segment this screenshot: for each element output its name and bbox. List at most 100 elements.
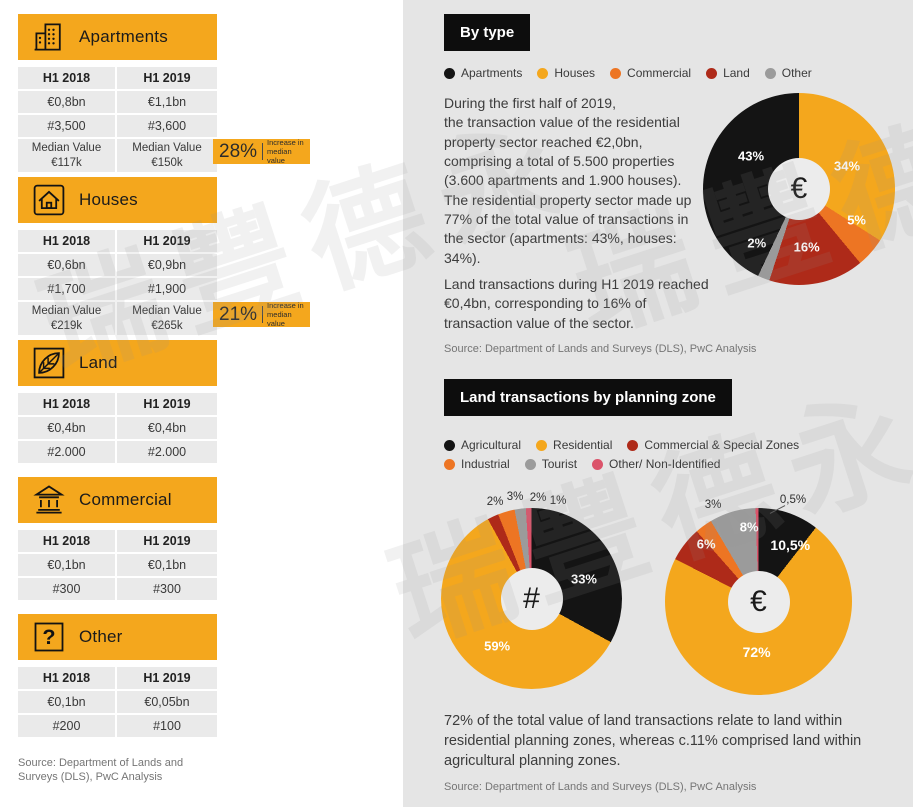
slice-label-outside: 3% xyxy=(506,491,524,503)
section-title: Land xyxy=(79,353,118,372)
by-type-header: By type xyxy=(444,14,531,51)
legend-dot xyxy=(444,458,455,470)
legend-dot xyxy=(706,67,718,79)
svg-text:?: ? xyxy=(42,624,55,649)
houses-icon xyxy=(31,182,67,218)
slice-label: 43% xyxy=(737,148,765,164)
apartments-table: H1 2018 H1 2019 €0,8bn €1,1bn #3,500 #3,… xyxy=(18,67,217,172)
legend-item: Industrial xyxy=(444,457,510,471)
slice-label-outside: 2% xyxy=(529,492,547,504)
donut-center-euro-symbol: € xyxy=(727,570,790,633)
by-type-legend: Apartments Houses Commercial Land Other xyxy=(444,66,827,80)
badge-label: Increase in median value xyxy=(267,139,304,164)
legend-dot xyxy=(627,439,639,451)
right-panel: By type Apartments Houses Commercial Lan… xyxy=(403,0,913,807)
land-table: H1 2018 H1 2019 €0,4bn €0,4bn #2.000 #2.… xyxy=(18,393,217,463)
donut-center-number-symbol: # xyxy=(500,567,563,630)
section-header-houses: Houses xyxy=(18,177,217,223)
legend-dot xyxy=(444,67,455,79)
col-header: H1 2019 xyxy=(117,67,217,89)
table-cell: #200 xyxy=(18,715,115,737)
legend-item: Tourist xyxy=(524,457,577,471)
slice-label: 16% xyxy=(793,239,820,255)
slice-label-outside: 0,5% xyxy=(779,494,807,506)
slice-label: 6% xyxy=(696,536,716,552)
legend-dot xyxy=(764,67,776,79)
col-header: H1 2018 xyxy=(18,230,115,252)
slice-label: 5% xyxy=(847,212,866,228)
table-cell: #100 xyxy=(117,715,217,737)
legend-dot xyxy=(444,439,455,451)
slice-label-outside: 1% xyxy=(549,495,567,507)
planning-legend-row2: Industrial Tourist Other/ Non-Identified xyxy=(444,457,735,471)
section-header-apartments: Apartments xyxy=(18,14,217,60)
donut-center-euro-symbol: € xyxy=(768,158,830,220)
legend-item: Houses xyxy=(537,66,595,80)
legend-item: Commercial xyxy=(610,66,691,80)
legend-item: Other/ Non-Identified xyxy=(592,457,720,471)
legend-item: Apartments xyxy=(444,66,522,80)
badge-label: Increase in median value xyxy=(267,302,304,327)
section-header-commercial: Commercial xyxy=(18,477,217,523)
section-title: Commercial xyxy=(79,490,172,509)
section-commercial: Commercial H1 2018 H1 2019 €0,1bn €0,1bn… xyxy=(18,477,217,600)
table-cell: #300 xyxy=(117,578,217,600)
commercial-table: H1 2018 H1 2019 €0,1bn €0,1bn #300 #300 xyxy=(18,530,217,600)
section-other: ? Other H1 2018 H1 2019 €0,1bn €0,05bn #… xyxy=(18,614,217,737)
legend-dot xyxy=(537,67,549,79)
table-cell: #2.000 xyxy=(117,441,217,463)
source-note: Source: Department of Lands and Surveys … xyxy=(444,781,757,793)
table-cell: €0,1bn xyxy=(18,554,115,576)
table-cell: #2.000 xyxy=(18,441,115,463)
land-paragraph: Land transactions during H1 2019 reached… xyxy=(444,276,709,331)
table-cell: €0,8bn xyxy=(18,91,115,113)
slice-label-outside: 2% xyxy=(486,496,504,508)
badge-divider xyxy=(262,143,264,160)
table-cell: #3,500 xyxy=(18,115,115,137)
col-header: H1 2018 xyxy=(18,530,115,552)
section-title: Houses xyxy=(79,190,138,209)
legend-item: Other xyxy=(764,66,812,80)
col-header: H1 2019 xyxy=(117,530,217,552)
badge-percent: 28% xyxy=(219,140,258,162)
planning-zone-number-donut-chart: 33% 59% # xyxy=(441,508,622,689)
slice-label: 72% xyxy=(742,643,771,660)
badge-percent: 21% xyxy=(219,303,258,325)
section-title: Other xyxy=(79,627,123,646)
section-land: Land H1 2018 H1 2019 €0,4bn €0,4bn #2.00… xyxy=(18,340,217,463)
increase-badge: 21% Increase in median value xyxy=(213,302,310,327)
col-header: H1 2019 xyxy=(117,393,217,415)
slice-label: 34% xyxy=(833,158,861,174)
col-header: H1 2018 xyxy=(18,67,115,89)
median-cell: Median Value €117k xyxy=(18,139,115,172)
left-column: Apartments H1 2018 H1 2019 €0,8bn €1,1bn… xyxy=(18,14,328,785)
col-header: H1 2018 xyxy=(18,393,115,415)
commercial-bank-icon xyxy=(31,482,67,518)
table-cell: €0,1bn xyxy=(117,554,217,576)
table-cell: #1,700 xyxy=(18,278,115,300)
legend-dot xyxy=(592,458,604,470)
median-cell: Median Value €265k xyxy=(117,302,217,335)
land-leaf-icon xyxy=(31,345,67,381)
slice-label: 59% xyxy=(484,638,511,654)
col-header: H1 2019 xyxy=(117,667,217,689)
slice-label: 10,5% xyxy=(770,537,811,554)
section-apartments: Apartments H1 2018 H1 2019 €0,8bn €1,1bn… xyxy=(18,14,310,172)
slice-label-outside: 3% xyxy=(704,499,722,511)
by-type-donut-chart: 34% 5% 16% 2% 43% € xyxy=(703,93,895,285)
legend-dot xyxy=(610,67,622,79)
section-title: Apartments xyxy=(79,27,168,46)
increase-badge: 28% Increase in median value xyxy=(213,139,310,164)
legend-item: Residential xyxy=(536,438,612,452)
slice-label: 33% xyxy=(570,571,597,587)
section-header-other: ? Other xyxy=(18,614,217,660)
slice-label: 2% xyxy=(747,235,767,251)
legend-item: Commercial & Special Zones xyxy=(627,438,799,452)
col-header: H1 2019 xyxy=(117,230,217,252)
table-cell: #1,900 xyxy=(117,278,217,300)
planning-legend-row1: Agricultural Residential Commercial & Sp… xyxy=(444,438,814,452)
section-header-land: Land xyxy=(18,340,217,386)
median-cell: Median Value €150k xyxy=(117,139,217,172)
apartments-icon xyxy=(31,19,67,55)
table-cell: #300 xyxy=(18,578,115,600)
